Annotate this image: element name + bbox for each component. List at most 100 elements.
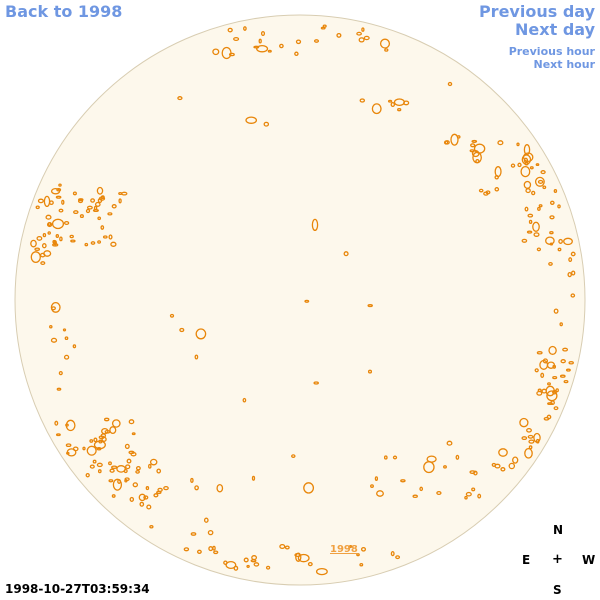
contour-mark (558, 238, 563, 244)
contour-mark (177, 96, 183, 101)
contour-mark (111, 494, 116, 498)
contour-mark (243, 26, 247, 31)
contour-mark (541, 388, 547, 394)
contour-mark (97, 216, 102, 221)
contour-mark (360, 546, 367, 552)
contour-mark (43, 250, 52, 257)
contour-mark (93, 440, 106, 450)
contour-mark (207, 529, 214, 536)
contour-mark (348, 545, 353, 548)
contour-mark (111, 419, 121, 428)
contour-mark (367, 304, 373, 308)
contour-mark (52, 243, 59, 247)
contour-mark (242, 397, 247, 403)
contour-mark (108, 234, 113, 240)
contour-mark (390, 550, 395, 557)
contour-mark (73, 210, 79, 215)
contour-mark (552, 389, 557, 395)
contour-mark (143, 495, 149, 500)
contour-mark (116, 465, 126, 473)
contour-mark (258, 38, 262, 44)
contour-mark (540, 372, 545, 378)
contour-mark (51, 218, 65, 230)
year-link[interactable]: 1998 (330, 544, 358, 555)
contour-mark (194, 354, 199, 360)
contour-mark (313, 39, 320, 43)
contour-mark (545, 236, 555, 245)
contour-mark (376, 490, 384, 497)
contour-mark (359, 562, 364, 567)
contour-mark (129, 496, 135, 502)
contour-mark (118, 198, 122, 204)
previous-day-link[interactable]: Previous day (478, 2, 595, 21)
contour-mark (538, 204, 543, 208)
contour-mark (356, 31, 362, 36)
contour-mark (520, 165, 531, 178)
contour-mark (524, 447, 533, 459)
contour-mark (548, 345, 557, 355)
contour-mark (343, 251, 349, 257)
contour-mark (124, 443, 130, 450)
contour-mark (42, 232, 47, 238)
contour-mark (528, 445, 533, 450)
contour-mark (35, 205, 40, 210)
contour-mark (90, 198, 96, 203)
contour-mark (63, 220, 70, 226)
contour-mark (559, 322, 563, 327)
contour-mark (49, 324, 53, 329)
contour-mark (549, 231, 554, 235)
contour-mark (70, 239, 76, 243)
contour-mark (336, 32, 342, 38)
previous-hour-link[interactable]: Previous hour (508, 45, 595, 58)
contour-mark (534, 176, 545, 187)
contour-mark (542, 185, 547, 190)
contour-mark (72, 191, 77, 196)
compass-east-label: E (522, 553, 531, 567)
contour-mark (547, 402, 553, 406)
contour-mark (203, 517, 209, 523)
contour-mark (526, 427, 532, 433)
contour-mark (213, 550, 219, 555)
contour-mark (190, 532, 197, 536)
contour-mark (297, 553, 310, 563)
next-hour-link[interactable]: Next hour (533, 58, 596, 71)
contour-mark (527, 434, 534, 439)
contour-mark (512, 456, 519, 464)
contour-mark (96, 447, 102, 451)
contour-mark (117, 479, 122, 484)
contour-mark (196, 549, 202, 554)
contour-mark (542, 358, 549, 364)
contour-mark (97, 240, 102, 244)
contour-mark (279, 543, 286, 550)
contour-mark (59, 236, 63, 242)
contour-mark (128, 419, 135, 425)
contour-mark (50, 187, 61, 195)
contour-mark (546, 414, 552, 420)
contour-mark (535, 438, 540, 444)
back-to-year-link[interactable]: Back to 1998 (5, 2, 123, 21)
contour-mark (97, 469, 102, 474)
contour-mark (568, 361, 574, 365)
contour-mark (315, 567, 328, 576)
contour-mark (146, 504, 152, 510)
contour-mark (69, 234, 74, 239)
contour-mark (526, 230, 533, 234)
contour-mark (517, 162, 522, 168)
contour-mark (320, 26, 326, 30)
contour-mark (550, 400, 555, 406)
contour-mark (72, 344, 77, 349)
contour-mark (58, 208, 64, 213)
contour-mark (89, 464, 95, 469)
next-day-link[interactable]: Next day (515, 20, 595, 39)
contour-mark (477, 493, 482, 499)
contour-mark (227, 27, 233, 33)
contour-mark (46, 222, 53, 228)
contour-mark (138, 493, 146, 502)
contour-mark (104, 429, 111, 434)
contour-mark (183, 547, 190, 552)
contour-mark (148, 463, 152, 469)
contour-mark (85, 208, 91, 214)
contour-mark (250, 559, 257, 563)
contour-mark (126, 458, 132, 464)
solar-disk (14, 14, 586, 586)
